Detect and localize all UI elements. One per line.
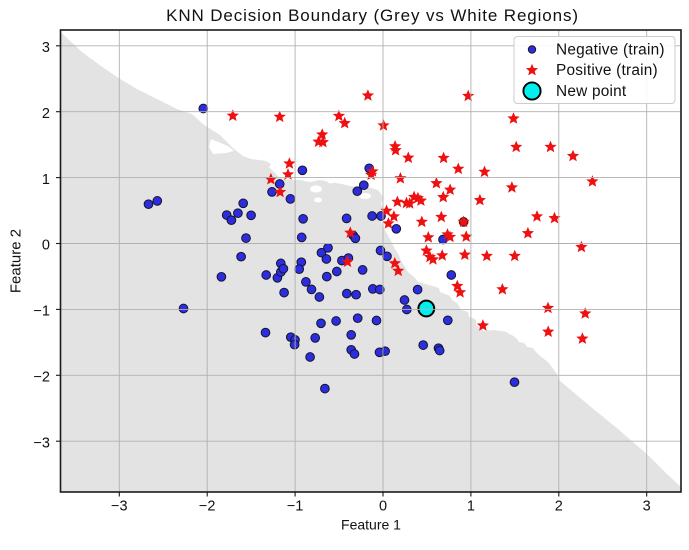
svg-text:Negative (train): Negative (train): [556, 42, 665, 59]
svg-text:−1: −1: [33, 304, 50, 320]
svg-text:3: 3: [42, 40, 50, 56]
svg-text:−2: −2: [199, 499, 216, 515]
svg-text:New point: New point: [556, 83, 627, 100]
svg-text:2: 2: [555, 499, 563, 515]
svg-text:1: 1: [42, 172, 50, 188]
svg-text:Feature 1: Feature 1: [341, 517, 401, 533]
svg-text:−3: −3: [111, 499, 128, 515]
svg-text:0: 0: [379, 499, 387, 515]
svg-text:3: 3: [643, 499, 651, 515]
svg-text:1: 1: [467, 499, 475, 515]
svg-text:−2: −2: [33, 370, 50, 386]
svg-text:Feature 2: Feature 2: [8, 229, 25, 293]
svg-text:−3: −3: [33, 435, 50, 451]
svg-text:KNN Decision Boundary (Grey vs: KNN Decision Boundary (Grey vs White Reg…: [166, 6, 579, 25]
svg-text:2: 2: [42, 106, 50, 122]
svg-text:0: 0: [42, 238, 50, 254]
svg-text:Positive (train): Positive (train): [556, 62, 658, 79]
svg-text:−1: −1: [287, 499, 304, 515]
